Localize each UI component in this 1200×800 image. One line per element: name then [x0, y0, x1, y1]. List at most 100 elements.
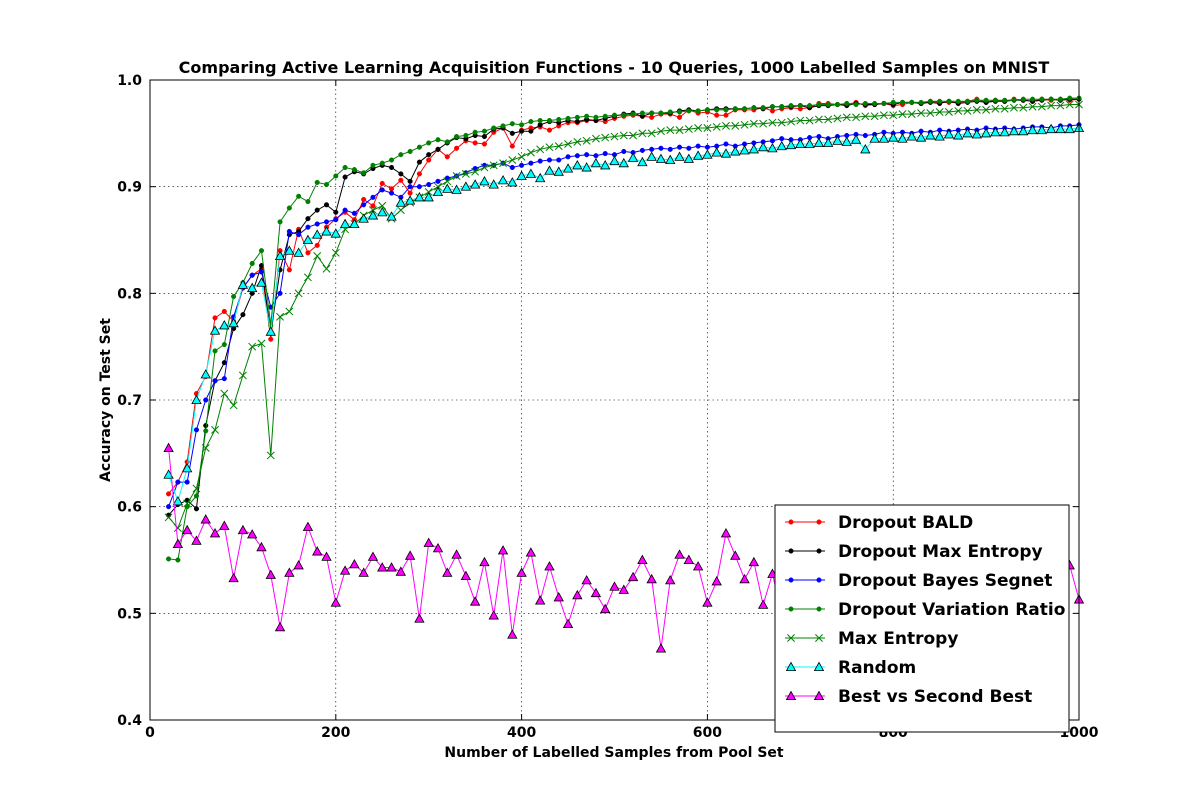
data-point [416, 171, 422, 177]
data-point [909, 99, 915, 105]
data-point [396, 206, 405, 215]
data-point [212, 378, 218, 384]
data-point [339, 565, 351, 575]
legend-marker [788, 606, 794, 612]
data-point [1045, 123, 1057, 134]
data-point [314, 179, 320, 185]
data-point [305, 250, 311, 256]
data-point [277, 219, 283, 225]
data-point [407, 148, 413, 155]
data-point [444, 139, 450, 145]
data-point [193, 506, 199, 512]
data-point [618, 157, 629, 168]
data-point [646, 573, 657, 584]
data-point [435, 178, 441, 184]
data-point [426, 152, 432, 158]
data-point [544, 561, 555, 571]
data-point [759, 119, 768, 128]
data-point [639, 110, 645, 116]
data-point [323, 181, 330, 188]
data-point [330, 228, 341, 238]
data-point [683, 153, 694, 163]
data-point [377, 206, 388, 217]
data-point [730, 146, 741, 156]
data-point [582, 136, 591, 145]
data-point [546, 157, 553, 163]
data-point [609, 155, 620, 166]
data-point [862, 100, 868, 107]
legend-marker [815, 634, 823, 642]
data-point [305, 199, 311, 205]
data-point [395, 566, 407, 576]
data-point [897, 133, 908, 143]
data-point [683, 554, 694, 564]
data-point [461, 169, 470, 178]
legend-marker [788, 548, 794, 554]
data-point [888, 132, 899, 142]
data-point [676, 109, 683, 115]
data-point [825, 101, 831, 108]
data-point [395, 197, 407, 207]
data-point [1036, 124, 1048, 135]
data-point [833, 114, 842, 123]
data-point [906, 131, 917, 141]
data-point [723, 141, 729, 147]
data-point [601, 133, 610, 142]
data-point [219, 320, 230, 330]
data-point [181, 462, 193, 473]
data-point [500, 123, 506, 129]
x-tick-label: 600 [693, 725, 722, 741]
data-point [388, 164, 395, 171]
data-point [974, 97, 980, 103]
data-point [258, 248, 265, 254]
data-point [740, 120, 749, 129]
data-point [999, 126, 1010, 137]
data-point [479, 556, 490, 567]
data-point [535, 595, 546, 605]
data-point [369, 206, 377, 215]
data-point [416, 159, 422, 165]
data-point [312, 546, 323, 556]
data-point [361, 196, 367, 203]
y-tick-label: 0.5 [117, 606, 142, 622]
data-point [1056, 101, 1065, 110]
data-point [193, 493, 199, 499]
data-point [944, 108, 953, 116]
data-point [172, 538, 184, 548]
data-point [600, 603, 611, 614]
data-point [1037, 102, 1046, 111]
data-point [731, 121, 740, 130]
data-point [804, 138, 815, 149]
data-point [686, 108, 692, 114]
data-point [201, 444, 210, 452]
data-point [404, 550, 416, 560]
data-point [323, 202, 330, 208]
data-point [173, 524, 182, 532]
data-point [834, 101, 841, 108]
data-point [584, 113, 590, 119]
data-point [907, 110, 916, 119]
data-point [590, 587, 602, 598]
data-point [333, 209, 339, 215]
data-point [284, 245, 295, 255]
data-point [443, 177, 452, 186]
data-point [692, 561, 704, 571]
data-point [442, 183, 453, 193]
legend-entry: Dropout Bayes Segnet [785, 571, 1052, 591]
data-point [321, 551, 332, 561]
data-point [964, 98, 971, 104]
data-point [881, 100, 887, 107]
data-point [658, 145, 664, 151]
data-point [813, 137, 825, 147]
legend-marker [816, 606, 822, 612]
data-point [797, 103, 803, 109]
data-point [694, 124, 703, 132]
data-point [277, 290, 283, 296]
data-point [627, 152, 639, 162]
data-point [519, 162, 525, 168]
data-point [619, 131, 628, 140]
data-point [266, 451, 275, 460]
data-point [739, 145, 750, 155]
data-point [992, 97, 998, 103]
